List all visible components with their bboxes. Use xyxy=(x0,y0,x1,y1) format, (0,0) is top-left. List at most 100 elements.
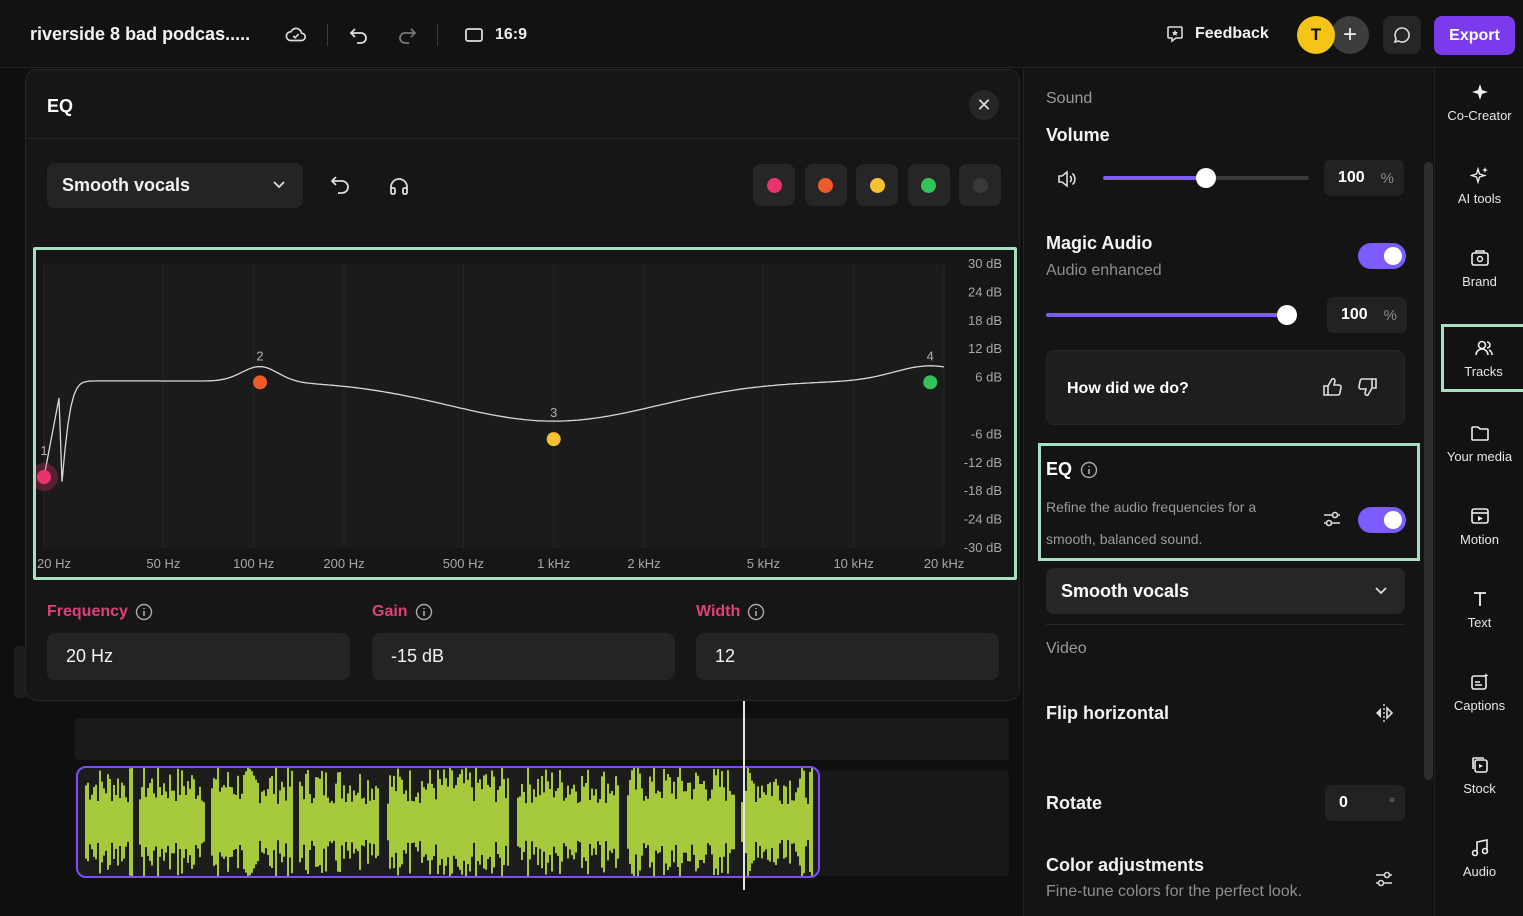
eq-band-point-3[interactable] xyxy=(546,432,561,447)
nav-item-brand[interactable]: Brand xyxy=(1435,234,1523,302)
timeline-handle[interactable] xyxy=(14,646,26,698)
add-collaborator-button[interactable]: + xyxy=(1331,16,1369,54)
sparkle-icon xyxy=(1471,83,1488,100)
magic-audio-slider-thumb[interactable] xyxy=(1277,305,1297,325)
eq-response-curve xyxy=(43,365,945,482)
volume-value: 100 xyxy=(1338,169,1365,186)
export-button[interactable]: Export xyxy=(1434,16,1515,55)
eq-header: EQ xyxy=(1046,459,1098,480)
eq-band-point-1[interactable] xyxy=(37,470,51,484)
avatar[interactable]: T xyxy=(1297,16,1335,54)
eq-plot-area xyxy=(44,264,944,548)
motion-icon xyxy=(1470,507,1489,524)
info-icon[interactable] xyxy=(415,603,433,621)
magic-audio-toggle[interactable] xyxy=(1358,243,1406,269)
width-input[interactable]: 12 xyxy=(696,633,999,680)
project-title[interactable]: riverside 8 bad podcas..... xyxy=(30,24,251,44)
info-icon[interactable] xyxy=(747,603,765,621)
toolbar-divider xyxy=(327,24,328,46)
feedback-button[interactable]: Feedback xyxy=(1165,24,1269,44)
redo-icon[interactable] xyxy=(396,24,418,46)
preview-audio-button[interactable] xyxy=(388,175,410,202)
undo-icon[interactable] xyxy=(348,24,370,46)
thumbs-up-icon[interactable] xyxy=(1321,376,1343,403)
reset-eq-button[interactable] xyxy=(329,174,351,201)
eq-frequency-response-chart[interactable]: 30 dB 24 dB 18 dB 12 dB 6 dB -6 dB -12 dB -18 d… xyxy=(30,250,1014,577)
volume-label: Volume xyxy=(1046,125,1110,145)
eq-band-button-4[interactable] xyxy=(907,164,950,206)
nav-item-motion[interactable]: Motion xyxy=(1435,492,1523,560)
headphones-icon xyxy=(390,178,408,195)
thumbs-down-icon[interactable] xyxy=(1357,376,1379,403)
volume-input[interactable]: 100 % xyxy=(1324,160,1404,196)
nav-item-captions[interactable]: Captions xyxy=(1435,658,1523,726)
eq-db-tick-label: 6 dB xyxy=(975,370,1002,385)
width-label-group: Width xyxy=(696,603,765,621)
nav-label: Your media xyxy=(1446,448,1513,464)
eq-band-button-2[interactable] xyxy=(804,164,847,206)
comments-button[interactable] xyxy=(1383,16,1421,54)
eq-band-point-2[interactable] xyxy=(253,375,268,390)
nav-item-co-creator[interactable]: Co-Creator xyxy=(1435,68,1523,136)
nav-item-ai-tools[interactable]: AI tools xyxy=(1435,151,1523,219)
close-button[interactable]: ✕ xyxy=(969,90,999,120)
gain-input[interactable]: -15 dB xyxy=(372,633,675,680)
eq-band-label: 4 xyxy=(927,348,934,363)
flip-horizontal-icon[interactable] xyxy=(1373,702,1395,729)
text-icon xyxy=(1473,591,1486,606)
magic-audio-slider[interactable] xyxy=(1046,305,1297,325)
eq-band-button-5[interactable] xyxy=(959,164,1001,206)
top-bar: riverside 8 bad podcas..... 16:9 Feedbac… xyxy=(0,0,1523,68)
rotate-input[interactable]: 0 ° xyxy=(1325,785,1405,821)
nav-label: Stock xyxy=(1463,780,1496,796)
info-icon[interactable] xyxy=(1080,461,1098,479)
eq-db-tick-label: -24 dB xyxy=(964,512,1002,527)
audio-clip[interactable] xyxy=(76,766,820,878)
aspect-ratio-label[interactable]: 16:9 xyxy=(495,26,528,43)
nav-item-audio[interactable]: Audio xyxy=(1435,824,1523,892)
audio-waveform xyxy=(85,768,813,876)
cloud-sync-icon[interactable] xyxy=(285,24,307,46)
eq-freq-tick-label: 50 Hz xyxy=(146,556,180,571)
volume-slider-thumb[interactable] xyxy=(1196,168,1216,188)
eq-band-label: 2 xyxy=(256,348,263,363)
info-icon[interactable] xyxy=(135,603,153,621)
magic-audio-input[interactable]: 100 % xyxy=(1327,297,1407,333)
ai-sparkles-icon xyxy=(1469,166,1488,184)
comment-icon xyxy=(1393,27,1410,44)
eq-label: EQ xyxy=(1046,459,1073,479)
eq-freq-tick-label: 20 Hz xyxy=(37,556,71,571)
eq-band-button-3[interactable] xyxy=(856,164,898,206)
eq-band-point-4[interactable] xyxy=(923,375,938,390)
nav-item-tracks[interactable]: Tracks xyxy=(1441,324,1523,392)
rotate-label: Rotate xyxy=(1046,793,1103,813)
nav-item-your-media[interactable]: Your media xyxy=(1435,409,1523,477)
eq-settings-icon[interactable] xyxy=(1322,510,1342,533)
nav-item-stock[interactable]: Stock xyxy=(1435,741,1523,809)
feedback-card: How did we do? xyxy=(1046,350,1405,425)
eq-freq-tick-label: 5 kHz xyxy=(747,556,780,571)
gain-label-group: Gain xyxy=(372,603,433,621)
width-label: Width xyxy=(696,603,741,620)
eq-panel-title: EQ xyxy=(47,96,74,116)
eq-preset-dropdown[interactable]: Smooth vocals xyxy=(1046,568,1405,614)
playhead[interactable] xyxy=(743,700,745,890)
eq-graph[interactable]: 30 dB 24 dB 18 dB 12 dB 6 dB -6 dB -12 dB -18 d… xyxy=(30,247,1017,580)
aspect-ratio-icon[interactable] xyxy=(463,24,485,46)
volume-slider[interactable] xyxy=(1103,168,1309,188)
eq-freq-tick-label: 1 kHz xyxy=(537,556,570,571)
eq-band-button-1[interactable] xyxy=(753,164,795,206)
properties-scrollbar[interactable] xyxy=(1424,162,1433,780)
nav-label: Tracks xyxy=(1464,363,1503,379)
timeline-track[interactable] xyxy=(75,718,1009,760)
volume-unit: % xyxy=(1380,169,1394,187)
eq-toggle[interactable] xyxy=(1358,507,1406,533)
speaker-icon[interactable] xyxy=(1056,169,1078,194)
flip-horizontal-label: Flip horizontal xyxy=(1046,703,1169,723)
frequency-input[interactable]: 20 Hz xyxy=(47,633,350,680)
nav-item-text[interactable]: Text xyxy=(1435,575,1523,643)
eq-preset-select[interactable]: Smooth vocals xyxy=(47,163,303,208)
eq-freq-tick-label: 200 Hz xyxy=(323,556,364,571)
color-adjustments-settings-icon[interactable] xyxy=(1374,870,1394,893)
eq-section: EQ Refine the audio frequencies for a sm… xyxy=(1038,443,1420,561)
